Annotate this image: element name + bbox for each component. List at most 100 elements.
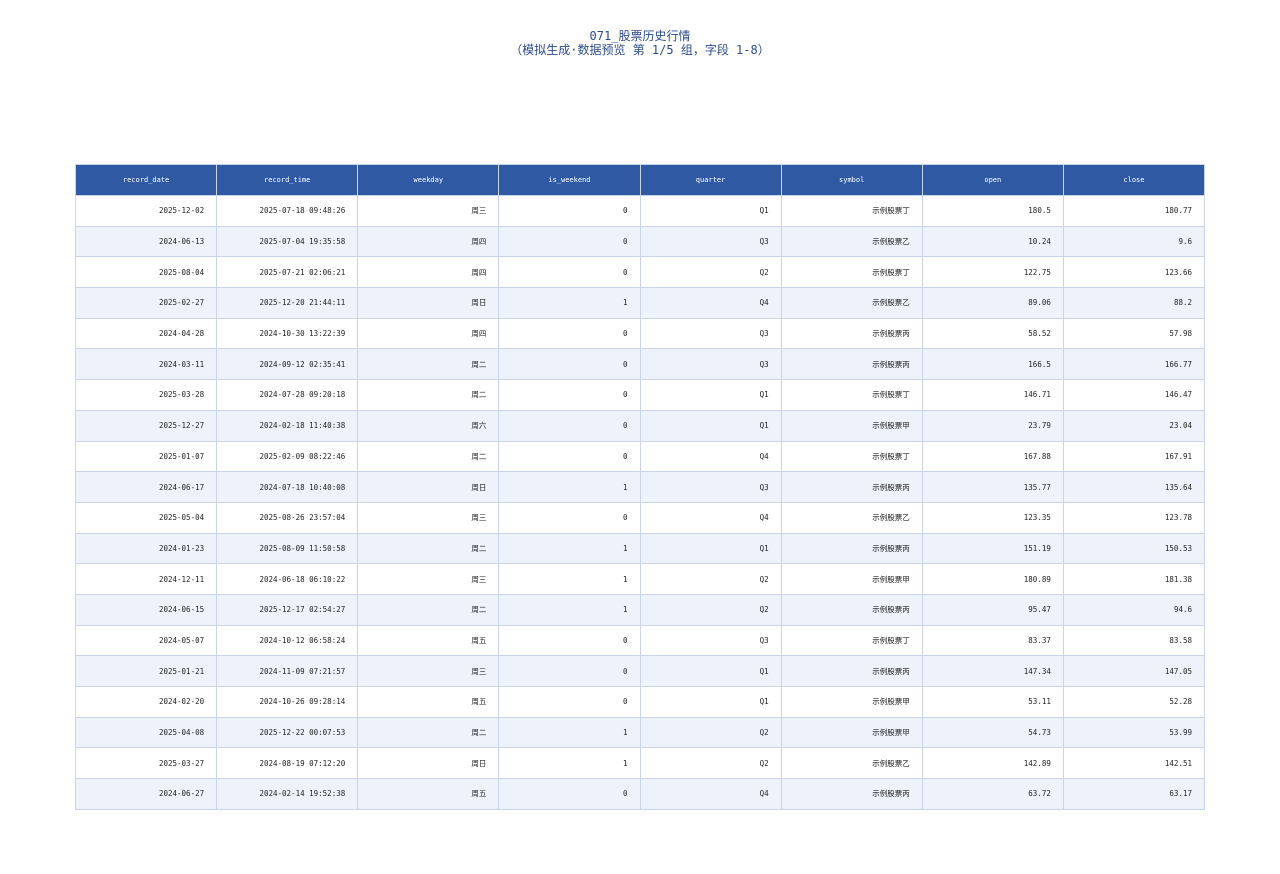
table-cell: 142.51: [1062, 747, 1206, 780]
table-cell: 2024-02-20: [74, 686, 218, 718]
table-cell: 2024-04-28: [74, 317, 218, 350]
table-cell: 周日: [357, 287, 500, 319]
table-cell: 1: [498, 747, 641, 780]
table-cell: 2025-12-02: [74, 195, 218, 227]
table-row: 2025-12-27 2024-02-18 11:40:38 周六 0 Q1 示例股票甲 2…: [74, 409, 1206, 442]
table-cell: 2024-09-12 02:35:41: [216, 348, 359, 381]
table-cell: 2025-04-08: [74, 716, 218, 749]
table-cell: 示例股票乙: [780, 501, 923, 534]
table-cell: 示例股票甲: [780, 563, 923, 595]
table-cell: 2025-07-04 19:35:58: [216, 225, 359, 258]
table-cell: 2024-07-28 09:20:18: [216, 379, 359, 411]
table-cell: 0: [498, 501, 641, 534]
table-row: 2025-01-21 2024-11-09 07:21:57 周三 0 Q1 示例股票丙 1…: [74, 655, 1206, 687]
table-cell: Q2: [639, 747, 782, 780]
table-cell: 0: [498, 440, 641, 473]
table-row: 2025-01-07 2025-02-09 08:22:46 周二 0 Q4 示例股票丁 1…: [74, 440, 1206, 473]
table-cell: 2024-07-18 10:40:08: [216, 471, 359, 503]
table-cell: 147.05: [1062, 655, 1206, 687]
table-row: 2025-05-04 2025-08-26 23:57:04 周三 0 Q4 示例股票乙 1…: [74, 501, 1206, 534]
table-cell: 周四: [357, 317, 500, 350]
table-cell: 2024-11-09 07:21:57: [216, 655, 359, 687]
table-cell: 123.66: [1062, 256, 1206, 289]
table-cell: 88.2: [1062, 287, 1206, 319]
table-cell: 2025-12-17 02:54:27: [216, 593, 359, 626]
table-cell: 0: [498, 778, 641, 810]
table-cell: 2025-08-09 11:50:58: [216, 532, 359, 565]
column-header: record_date: [74, 164, 218, 196]
table-cell: 周五: [357, 778, 500, 810]
table-cell: 2024-06-17: [74, 471, 218, 503]
table-row: 2024-06-15 2025-12-17 02:54:27 周二 1 Q2 示例股票丙 9…: [74, 593, 1206, 626]
table-cell: 53.11: [921, 686, 1064, 718]
table-cell: Q1: [639, 379, 782, 411]
table-cell: 2024-06-13: [74, 225, 218, 258]
table-cell: 示例股票丙: [780, 593, 923, 626]
table-cell: 0: [498, 195, 641, 227]
table-body: 2025-12-02 2025-07-18 09:48:26 周三 0 Q1 示例股票丁 1…: [74, 195, 1206, 810]
table-cell: 2025-12-27: [74, 409, 218, 442]
table-cell: Q1: [639, 409, 782, 442]
table-row: 2025-02-27 2025-12-20 21:44:11 周日 1 Q4 示例股票乙 8…: [74, 287, 1206, 319]
table-cell: 2025-07-18 09:48:26: [216, 195, 359, 227]
table-cell: 示例股票甲: [780, 716, 923, 749]
table-cell: 89.06: [921, 287, 1064, 319]
table-cell: 2025-03-27: [74, 747, 218, 780]
table-cell: 180.89: [921, 563, 1064, 595]
table-cell: Q3: [639, 225, 782, 258]
table-cell: 2024-12-11: [74, 563, 218, 595]
table-cell: 示例股票甲: [780, 409, 923, 442]
table-cell: 2024-03-11: [74, 348, 218, 381]
table-cell: 146.71: [921, 379, 1064, 411]
table-cell: 2024-01-23: [74, 532, 218, 565]
table-cell: 1: [498, 563, 641, 595]
table-cell: 0: [498, 225, 641, 258]
table-cell: 示例股票丁: [780, 379, 923, 411]
table-cell: Q4: [639, 778, 782, 810]
table-cell: 示例股票乙: [780, 747, 923, 780]
table-cell: Q3: [639, 317, 782, 350]
table-cell: 146.47: [1062, 379, 1206, 411]
table-cell: 58.52: [921, 317, 1064, 350]
table-cell: Q1: [639, 686, 782, 718]
table-cell: 示例股票丙: [780, 655, 923, 687]
table-cell: Q3: [639, 471, 782, 503]
table-cell: 示例股票乙: [780, 225, 923, 258]
table-cell: 167.88: [921, 440, 1064, 473]
table-cell: 0: [498, 379, 641, 411]
table-cell: 2024-10-26 09:28:14: [216, 686, 359, 718]
subtitle: （模拟生成·数据预览 第 1/5 组，字段 1-8）: [510, 43, 770, 57]
table-cell: 1: [498, 716, 641, 749]
table-cell: 示例股票丁: [780, 195, 923, 227]
table-cell: Q1: [639, 195, 782, 227]
table-cell: 2025-08-26 23:57:04: [216, 501, 359, 534]
table-row: 2025-12-02 2025-07-18 09:48:26 周三 0 Q1 示例股票丁 1…: [74, 195, 1206, 227]
table-cell: Q1: [639, 532, 782, 565]
table-cell: 122.75: [921, 256, 1064, 289]
table-cell: 示例股票甲: [780, 686, 923, 718]
table-cell: 123.35: [921, 501, 1064, 534]
table-cell: 180.77: [1062, 195, 1206, 227]
column-header: symbol: [780, 164, 923, 196]
table-cell: 1: [498, 287, 641, 319]
data-table: record_date record_time weekday is_weekend q…: [74, 164, 1206, 810]
table-cell: 94.6: [1062, 593, 1206, 626]
table-cell: 83.37: [921, 624, 1064, 657]
table-cell: 2024-02-14 19:52:38: [216, 778, 359, 810]
table-cell: 180.5: [921, 195, 1064, 227]
table-cell: 150.53: [1062, 532, 1206, 565]
table-row: 2024-05-07 2024-10-12 06:58:24 周五 0 Q3 示例股票丁 8…: [74, 624, 1206, 657]
table-cell: 0: [498, 655, 641, 687]
table-cell: 135.64: [1062, 471, 1206, 503]
table-row: 2025-04-08 2025-12-22 00:07:53 周二 1 Q2 示例股票甲 5…: [74, 716, 1206, 749]
table-cell: Q4: [639, 287, 782, 319]
table-cell: 示例股票丙: [780, 778, 923, 810]
table-cell: 2024-06-27: [74, 778, 218, 810]
table-cell: Q2: [639, 716, 782, 749]
table-cell: 52.28: [1062, 686, 1206, 718]
table-cell: 周二: [357, 716, 500, 749]
table-row: 2024-12-11 2024-06-18 06:10:22 周三 1 Q2 示例股票甲 1…: [74, 563, 1206, 595]
table-cell: Q2: [639, 593, 782, 626]
table-row: 2025-03-27 2024-08-19 07:12:20 周日 1 Q2 示例股票乙 1…: [74, 747, 1206, 780]
